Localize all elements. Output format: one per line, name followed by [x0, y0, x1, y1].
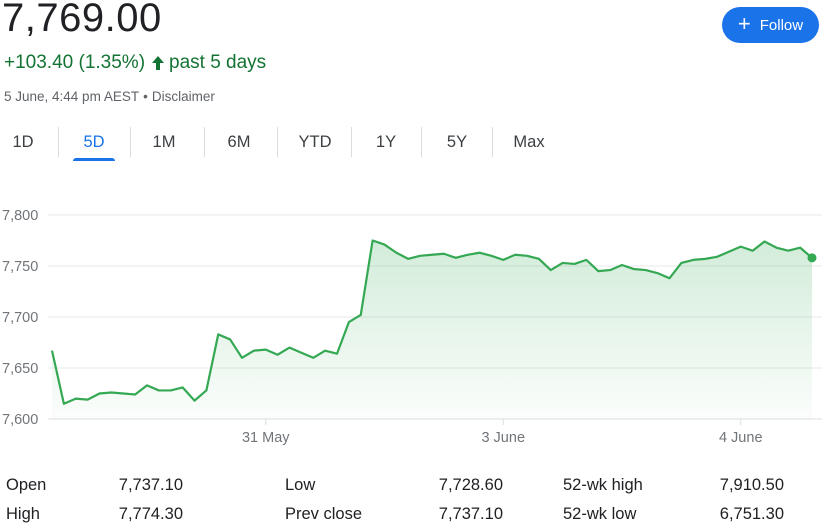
stats-table: Open 7,737.10 High 7,774.30 Low 7,728.60… [0, 471, 822, 526]
stat-value-52wk-high: 7,910.50 [719, 476, 784, 494]
stat-label-prev-close: Prev close [285, 505, 363, 523]
stat-label-52wk-low: 52-wk low [563, 505, 637, 523]
arrow-up-icon [151, 55, 165, 71]
quote-timestamp: 5 June, 4:44 pm AEST [4, 89, 140, 104]
stat-label-52wk-high: 52-wk high [563, 476, 643, 494]
time-range-tabs: 1D 5D 1M 6M YTD 1Y 5Y Max [0, 127, 561, 161]
follow-button[interactable]: + Follow [722, 7, 819, 43]
price-area-fill [52, 240, 812, 419]
change-period: past 5 days [169, 52, 267, 73]
y-tick-label: 7,700 [2, 310, 38, 326]
stat-label-open: Open [6, 476, 47, 494]
price-value: 7,769.00 [2, 0, 162, 40]
tab-5d[interactable]: 5D [73, 127, 115, 161]
tab-divider [130, 127, 131, 157]
stat-label-high: High [6, 505, 40, 523]
y-tick-label: 7,650 [2, 361, 38, 377]
stat-value-open: 7,737.10 [118, 476, 183, 494]
price-chart[interactable]: 7,800 7,750 7,700 7,650 7,600 31 May 3 June 4 J… [0, 185, 822, 457]
tab-divider [204, 127, 205, 157]
tab-max[interactable]: Max [513, 133, 545, 151]
tab-divider [351, 127, 352, 157]
tab-1d[interactable]: 1D [12, 133, 34, 151]
last-price-marker [807, 253, 817, 263]
quote-timestamp-row: 5 June, 4:44 pm AEST • Disclaimer [4, 89, 215, 104]
stat-value-low: 7,728.60 [438, 476, 503, 494]
stat-value-high: 7,774.30 [118, 505, 183, 523]
tab-divider [421, 127, 422, 157]
tab-divider [492, 127, 493, 157]
tab-5y[interactable]: 5Y [446, 133, 468, 151]
disclaimer-link[interactable]: Disclaimer [151, 89, 215, 104]
tab-1y[interactable]: 1Y [375, 133, 397, 151]
tab-divider [58, 127, 59, 157]
x-tick-label: 4 June [719, 430, 763, 446]
x-tick-label: 3 June [481, 430, 525, 446]
price-line [50, 239, 813, 405]
y-tick-label: 7,600 [2, 412, 38, 428]
tab-1m[interactable]: 1M [152, 133, 176, 151]
tab-divider [277, 127, 278, 157]
stat-value-prev-close: 7,737.10 [438, 505, 503, 523]
plus-icon: + [737, 11, 751, 36]
stat-label-low: Low [285, 476, 316, 494]
price-change-row: +103.40 (1.35%) past 5 days [4, 52, 266, 74]
x-tick-label: 31 May [242, 430, 290, 446]
price-change: +103.40 (1.35%) [4, 52, 146, 73]
tab-ytd[interactable]: YTD [298, 133, 332, 151]
y-tick-label: 7,800 [2, 208, 38, 224]
tab-6m[interactable]: 6M [227, 133, 251, 151]
follow-button-label: Follow [759, 16, 804, 34]
stat-value-52wk-low: 6,751.30 [719, 505, 784, 523]
y-tick-label: 7,750 [2, 259, 38, 275]
